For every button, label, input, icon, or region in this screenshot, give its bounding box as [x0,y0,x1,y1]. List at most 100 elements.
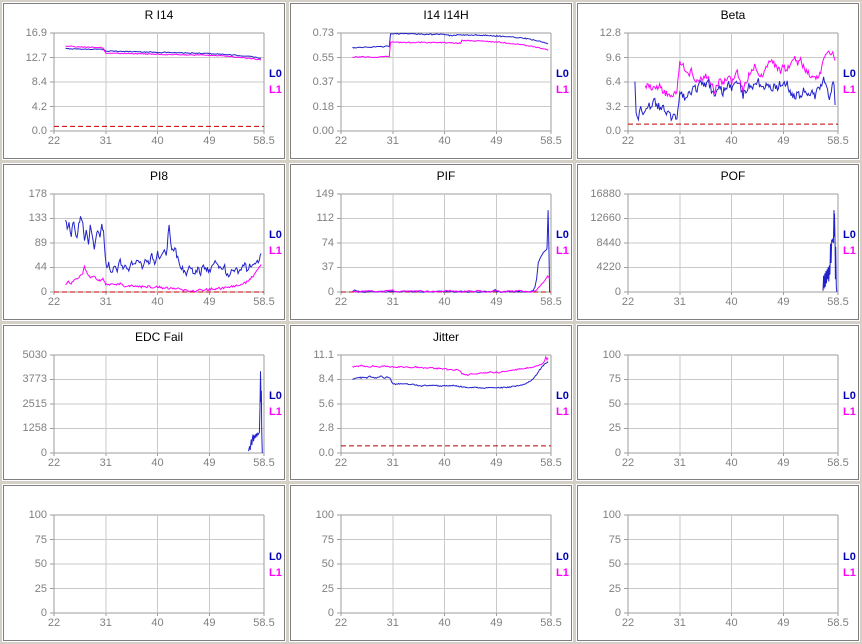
x-tick-label: 22 [47,295,61,308]
series-l1-line [644,50,836,98]
x-tick-label: 49 [777,135,790,147]
chart-panel-empty-9: 100 75 50 25 0 22 31 40 49 58.5 L0 L1 [2,484,286,642]
x-tick-label: 40 [725,295,738,308]
y-tick-label: 25 [34,582,47,595]
y-tick-label: 44 [34,261,47,274]
y-tick-label: 100 [28,509,47,522]
chart-panel-empty-11: 100 75 50 25 0 22 31 40 49 58.5 L0 L1 [576,484,860,642]
y-tick-label: 100 [315,509,334,522]
chart-title: PIF [436,168,456,183]
series-l1-line [65,45,262,61]
legend-label-l0: L0 [843,550,856,563]
x-tick-label: 31 [386,295,399,308]
y-tick-label: 75 [608,533,621,546]
series-l0-line [65,215,262,278]
x-tick-label: 49 [777,295,790,308]
x-tick-label: 40 [725,617,738,630]
x-tick-label: 40 [151,135,164,147]
x-tick-label: 40 [438,295,451,308]
x-tick-label: 31 [386,135,399,147]
x-tick-label: 31 [99,135,112,147]
x-tick-label: 31 [99,295,112,308]
y-tick-label: 4220 [596,261,621,274]
series-l0-line [65,47,262,59]
y-tick-label: 112 [316,212,334,225]
x-tick-label: 22 [621,456,635,469]
x-tick-label: 40 [151,295,164,308]
x-tick-label: 22 [621,295,635,308]
y-tick-label: 75 [321,533,334,546]
y-tick-label: 0 [614,446,621,459]
legend-label-l0: L0 [269,229,282,242]
legend-label-l0: L0 [843,68,856,81]
x-tick-label: 22 [47,617,61,630]
chart-title: EDC Fail [134,329,183,344]
y-tick-label: 0 [614,285,621,298]
legend-label-l1: L1 [843,566,856,579]
x-tick-label: 49 [203,456,216,469]
x-tick-label: 49 [490,456,503,469]
legend-label-l1: L1 [269,566,282,579]
plot-area [624,193,839,295]
series-l0-line [352,32,549,49]
legend-label-l1: L1 [269,405,282,418]
x-tick-label: 31 [673,456,686,469]
series-l1-line [65,264,262,292]
y-tick-label: 133 [28,212,47,225]
x-tick-label: 22 [334,617,348,630]
plot-area [624,32,839,134]
legend-label-l1: L1 [556,84,569,97]
legend-label-l0: L0 [556,229,569,242]
y-tick-label: 5.6 [318,397,334,410]
plot-area [337,514,552,617]
legend-label-l1: L1 [269,84,282,97]
y-tick-label: 12660 [590,212,621,225]
plot-area [50,193,265,295]
chart-panel-pof: POF 16880 12660 8440 4220 0 22 31 40 49 58.5 L0 L1 [576,162,860,321]
legend-label-l0: L0 [269,389,282,402]
x-tick-label: 31 [386,456,399,469]
y-tick-label: 149 [315,187,334,200]
y-tick-label: 0 [327,607,334,620]
chart-title: Beta [720,8,746,22]
y-tick-label: 0.55 [312,51,334,64]
legend-label-l1: L1 [843,84,856,97]
series-l0-line [352,360,549,389]
chart-panel-empty-8: 100 75 50 25 0 22 31 40 49 58.5 L0 L1 [576,323,860,482]
legend-label-l1: L1 [269,245,282,258]
x-tick-label: 49 [490,295,503,308]
legend-label-l0: L0 [843,389,856,402]
y-tick-label: 50 [608,397,621,410]
x-tick-label: 40 [438,617,451,630]
y-tick-label: 75 [608,373,621,385]
x-tick-label: 22 [334,295,348,308]
x-tick-label: 49 [203,135,216,147]
chart-title: Jitter [432,329,459,344]
y-tick-label: 8.4 [318,373,334,385]
y-tick-label: 0 [40,285,47,298]
y-tick-label: 3773 [22,373,47,385]
x-tick-label: 58.5 [827,456,849,469]
x-tick-label: 40 [725,135,738,147]
y-tick-label: 8440 [596,236,621,249]
y-tick-label: 75 [34,533,47,546]
y-tick-label: 11.1 [313,348,334,361]
x-tick-label: 58.5 [253,135,275,147]
y-tick-label: 0.0 [318,446,334,459]
x-tick-label: 31 [673,617,686,630]
plot-area [337,354,552,456]
y-tick-label: 12.8 [599,27,621,39]
plot-area [50,514,265,617]
x-tick-label: 58.5 [540,295,562,308]
series-l0-line [822,209,838,292]
x-tick-label: 58.5 [540,617,562,630]
y-tick-label: 2515 [22,397,47,410]
y-tick-label: 100 [602,348,621,361]
y-tick-label: 0.37 [312,76,334,88]
y-tick-label: 25 [608,582,621,595]
y-tick-label: 12.7 [25,51,47,64]
y-tick-label: 6.4 [605,76,621,88]
y-tick-label: 0.73 [312,27,334,39]
x-tick-label: 58.5 [827,617,849,630]
y-tick-label: 0 [327,285,334,298]
